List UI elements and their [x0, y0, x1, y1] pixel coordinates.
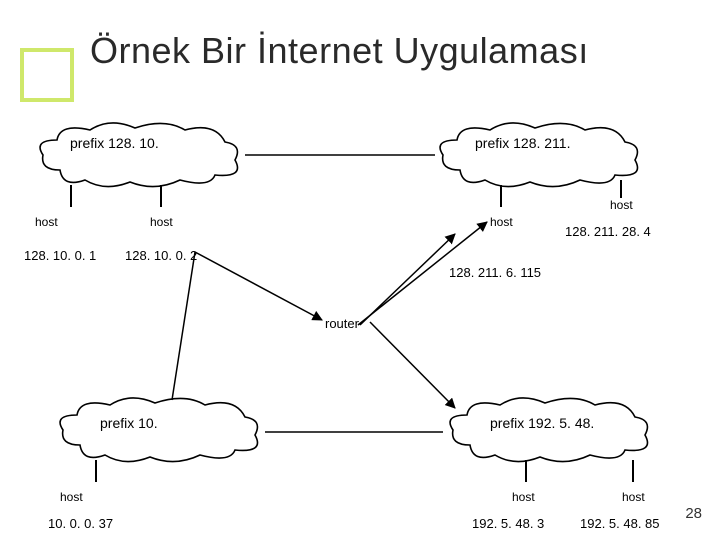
slide-number: 28 [685, 505, 702, 522]
host-label: host [490, 215, 513, 229]
host-ip: 128. 10. 0. 1 [24, 248, 96, 263]
cloud-2-label: prefix 128. 211. [475, 135, 570, 151]
host-ip: 128. 10. 0. 2 [125, 248, 197, 263]
cloud-4-label: prefix 192. 5. 48. [490, 415, 594, 431]
host-tick [632, 460, 634, 482]
host-label: host [35, 215, 58, 229]
cloud-3 [55, 395, 265, 465]
cloud-1 [35, 120, 245, 190]
host-ip: 128. 211. 6. 115 [449, 265, 541, 280]
host-label: host [610, 198, 633, 212]
host-tick [70, 185, 72, 207]
host-ip: 10. 0. 0. 37 [48, 516, 113, 531]
host-ip: 192. 5. 48. 85 [580, 516, 660, 531]
host-tick [160, 185, 162, 207]
host-tick [95, 460, 97, 482]
host-tick [525, 460, 527, 482]
cloud-1-label: prefix 128. 10. [70, 135, 159, 151]
cloud-2 [435, 120, 645, 190]
host-label: host [512, 490, 535, 504]
host-ip: 192. 5. 48. 3 [472, 516, 544, 531]
host-label: host [60, 490, 83, 504]
host-tick [500, 185, 502, 207]
host-label: host [622, 490, 645, 504]
host-ip: 128. 211. 28. 4 [565, 224, 651, 239]
slide-title: Örnek Bir İnternet Uygulaması [90, 30, 589, 72]
host-label: host [150, 215, 173, 229]
cloud-3-label: prefix 10. [100, 415, 158, 431]
router-label: router [325, 316, 359, 331]
host-tick [620, 180, 622, 198]
accent-box [20, 48, 74, 102]
